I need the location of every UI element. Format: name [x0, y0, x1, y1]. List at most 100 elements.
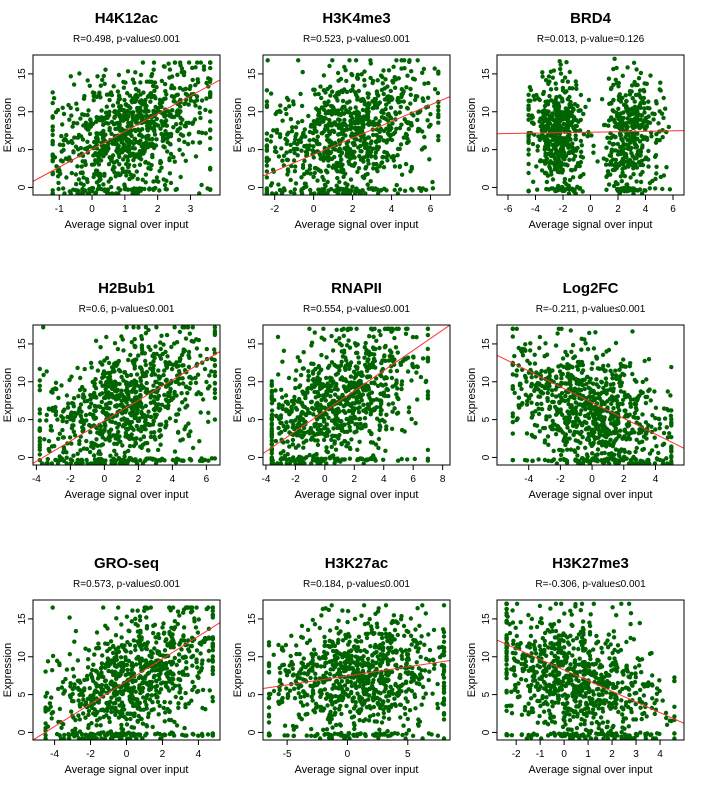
x-tick-label: -2 — [291, 474, 300, 485]
data-point — [362, 77, 367, 83]
data-point — [373, 116, 378, 121]
data-point — [301, 445, 306, 450]
x-axis-label: Average signal over input — [529, 219, 653, 231]
data-point — [322, 115, 327, 121]
data-point — [85, 398, 90, 404]
data-point — [67, 377, 72, 383]
data-point — [553, 141, 558, 146]
data-point — [368, 61, 373, 66]
data-point — [653, 186, 658, 191]
data-point — [353, 374, 359, 379]
x-tick-label: -4 — [261, 474, 270, 485]
data-point — [138, 133, 144, 138]
data-point — [554, 86, 559, 92]
x-tick-label: 0 — [89, 204, 95, 215]
data-point — [573, 148, 579, 153]
data-point — [111, 433, 116, 438]
data-point — [336, 163, 341, 169]
fit-line — [263, 325, 450, 455]
data-point — [526, 117, 531, 122]
data-point — [322, 150, 327, 155]
data-point — [128, 105, 133, 111]
data-point — [370, 122, 375, 127]
data-point — [99, 130, 105, 135]
data-point — [524, 402, 530, 407]
data-point — [636, 148, 641, 153]
data-point — [117, 122, 122, 128]
data-point — [132, 412, 138, 418]
data-point — [618, 133, 624, 138]
data-point — [663, 106, 668, 111]
data-point — [152, 394, 157, 400]
data-point — [68, 457, 74, 462]
data-point — [343, 133, 348, 138]
data-point — [284, 150, 289, 155]
data-point — [423, 187, 429, 193]
data-point — [206, 410, 211, 415]
data-point — [136, 88, 141, 94]
data-point — [280, 403, 285, 408]
x-axis-label: Average signal over input — [295, 219, 419, 231]
data-point — [288, 189, 293, 195]
data-point — [123, 396, 128, 401]
data-point — [417, 110, 422, 115]
data-point — [175, 72, 180, 78]
panel-subtitle: R=0.013, p-value=0.126 — [537, 34, 645, 45]
data-point — [370, 80, 375, 86]
data-point — [104, 148, 110, 154]
data-point — [371, 146, 376, 151]
data-point — [338, 401, 343, 406]
data-point — [104, 115, 110, 120]
y-tick-label: 15 — [17, 338, 28, 350]
data-point — [376, 445, 381, 451]
data-point — [198, 410, 203, 415]
data-point — [347, 428, 353, 433]
data-point — [178, 104, 183, 109]
data-point — [620, 156, 626, 161]
data-point — [616, 106, 621, 112]
data-point — [300, 118, 305, 124]
data-point — [552, 101, 557, 107]
data-point — [362, 142, 367, 147]
data-point — [64, 461, 69, 465]
data-point — [201, 64, 207, 69]
data-point — [627, 364, 632, 369]
data-point — [428, 112, 433, 117]
data-point — [116, 72, 122, 78]
data-point — [350, 184, 355, 189]
data-point — [123, 102, 129, 107]
data-point — [50, 188, 55, 193]
data-point — [296, 384, 302, 390]
data-point — [207, 373, 212, 378]
data-point — [177, 147, 182, 152]
data-point — [180, 381, 186, 386]
data-point — [78, 448, 83, 453]
data-point — [168, 361, 173, 366]
data-point — [137, 186, 142, 191]
data-point — [402, 58, 407, 63]
data-point — [50, 191, 55, 195]
data-point — [602, 122, 608, 128]
data-point — [410, 363, 415, 369]
data-point — [614, 65, 619, 71]
data-point — [164, 422, 169, 428]
data-point — [126, 448, 131, 454]
data-point — [126, 120, 131, 126]
x-tick-label: 1 — [122, 204, 128, 215]
data-point — [649, 134, 654, 139]
data-point — [150, 136, 155, 142]
data-point — [544, 179, 550, 185]
data-point — [368, 440, 374, 445]
data-point — [554, 95, 559, 100]
data-point — [134, 423, 139, 429]
data-point — [60, 122, 65, 127]
data-point — [94, 170, 99, 175]
data-point — [637, 93, 642, 98]
data-point — [75, 411, 80, 416]
data-point — [291, 401, 296, 407]
data-point — [285, 167, 291, 172]
y-tick-label: 0 — [247, 184, 258, 190]
data-point — [378, 135, 383, 140]
data-point — [164, 365, 169, 370]
data-point — [642, 188, 647, 193]
